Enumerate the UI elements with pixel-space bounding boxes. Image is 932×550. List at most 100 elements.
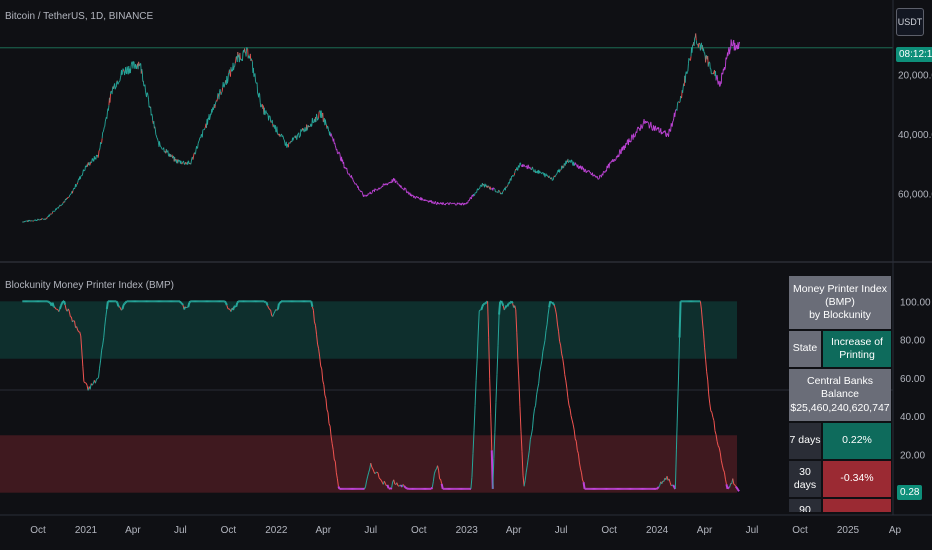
- price-segment: [556, 173, 558, 175]
- bmp-segment: [181, 302, 184, 306]
- price-segment: [738, 44, 740, 50]
- price-segment: [147, 95, 150, 100]
- price-segment: [101, 132, 104, 139]
- price-segment: [402, 188, 405, 190]
- bmp-segment: [517, 359, 520, 381]
- price-segment: [735, 44, 738, 47]
- price-segment: [250, 58, 253, 61]
- price-segment: [698, 42, 701, 45]
- price-segment: [695, 33, 697, 41]
- currency-button[interactable]: USDT: [896, 8, 924, 36]
- time-tick-label: 2021: [75, 525, 98, 536]
- price-segment: [724, 66, 726, 70]
- price-segment: [91, 158, 93, 163]
- bmp-segment: [720, 460, 723, 466]
- price-segment: [346, 167, 348, 172]
- price-segment: [514, 170, 516, 174]
- bmp-segment: [525, 465, 528, 473]
- balance-label: Central Banks Balance: [807, 375, 873, 401]
- price-segment: [405, 190, 408, 193]
- price-segment: [528, 167, 530, 169]
- price-segment: [457, 203, 459, 205]
- price-segment: [283, 138, 285, 141]
- bmp-segment: [474, 380, 477, 406]
- bmp-segment: [537, 383, 540, 389]
- price-segment: [554, 174, 557, 177]
- price-segment: [615, 157, 617, 160]
- price-segment: [718, 80, 721, 87]
- price-segment: [631, 134, 634, 137]
- price-segment: [387, 182, 389, 184]
- price-segment: [142, 80, 145, 87]
- price-segment: [473, 193, 475, 196]
- bmp-segment: [318, 348, 321, 357]
- price-time-badge: 08:12:12: [896, 47, 932, 62]
- bmp-segment: [273, 311, 276, 315]
- bmp-segment: [310, 301, 314, 308]
- price-segment: [405, 188, 407, 191]
- bmp-segment: [527, 450, 530, 458]
- bmp-segment: [737, 489, 740, 492]
- price-segment: [704, 52, 706, 56]
- price-segment: [207, 118, 209, 125]
- price-segment: [195, 149, 197, 154]
- price-segment: [382, 183, 384, 187]
- price-segment: [36, 219, 38, 222]
- price-segment: [674, 111, 676, 117]
- bmp-segment: [536, 388, 539, 395]
- bmp-segment: [58, 308, 61, 312]
- bmp-segment: [542, 345, 545, 352]
- price-segment: [724, 57, 727, 67]
- price-segment: [49, 214, 51, 217]
- bmp-segment: [320, 365, 323, 370]
- price-segment: [126, 66, 129, 71]
- bmp-segment: [706, 371, 709, 380]
- price-segment: [658, 127, 660, 133]
- price-segment: [493, 187, 495, 189]
- time-tick-label: Jul: [746, 525, 759, 536]
- price-segment: [360, 190, 362, 193]
- price-segment: [37, 218, 39, 221]
- time-tick-label: Oct: [221, 525, 237, 536]
- price-segment: [343, 161, 345, 169]
- bmp-segment: [236, 300, 240, 304]
- price-segment: [234, 63, 236, 67]
- bmp-segment: [72, 320, 74, 323]
- price-segment: [289, 142, 291, 144]
- price-segment: [413, 196, 415, 198]
- upper-zone: [0, 301, 737, 359]
- bmp-segment: [324, 394, 327, 399]
- bmp-segment: [729, 483, 732, 488]
- price-segment: [202, 129, 204, 131]
- price-segment: [349, 175, 351, 177]
- bmp-segment: [58, 305, 62, 310]
- price-segment: [80, 175, 82, 177]
- price-segment: [336, 149, 338, 154]
- price-segment: [517, 165, 520, 168]
- price-segment: [233, 66, 235, 71]
- price-segment: [352, 177, 354, 181]
- price-segment: [442, 202, 445, 205]
- price-segment: [610, 161, 612, 164]
- bmp-segment: [269, 308, 271, 311]
- price-segment: [102, 129, 105, 132]
- bmp-segment: [582, 482, 586, 490]
- bmp-segment: [311, 306, 314, 311]
- price-segment: [596, 176, 599, 179]
- price-segment: [510, 176, 513, 181]
- price-segment: [513, 172, 516, 176]
- price-segment: [40, 218, 43, 221]
- price-segment: [379, 187, 381, 190]
- bmp-segment: [435, 468, 437, 471]
- bmp-segment: [96, 378, 98, 380]
- price-segment: [717, 81, 720, 85]
- price-segment: [113, 85, 115, 89]
- bmp-segment: [326, 409, 329, 413]
- bmp-segment: [317, 344, 320, 349]
- price-segment: [239, 52, 241, 60]
- bmp-segment: [60, 302, 63, 307]
- price-segment: [641, 127, 643, 129]
- price-segment: [301, 130, 303, 132]
- price-segment: [313, 121, 315, 123]
- bmp-segment: [336, 478, 339, 487]
